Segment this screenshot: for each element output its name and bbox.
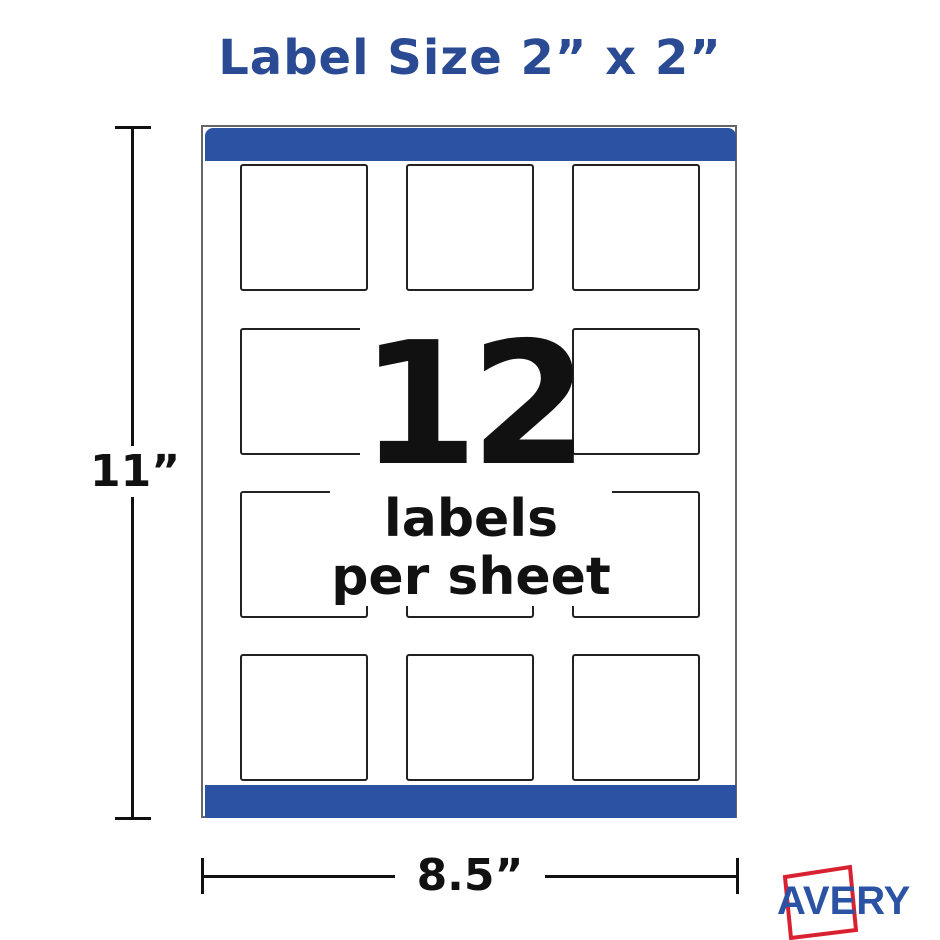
logo-text: AVERY: [777, 879, 911, 923]
top-band: [205, 128, 736, 161]
label-r1c3: [572, 164, 700, 291]
caption-line-2: per sheet: [331, 547, 611, 607]
logo-frame-icon: [782, 864, 859, 940]
bottom-band: [205, 785, 736, 818]
caption-line-1: labels: [383, 489, 559, 549]
height-label: 11”: [90, 446, 181, 497]
height-tick-top: [115, 126, 151, 129]
title: Label Size 2” x 2”: [218, 30, 722, 86]
label-r1c1: [240, 164, 368, 291]
label-r2c1: [240, 328, 368, 455]
label-r4c3: [572, 654, 700, 781]
label-r4c1: [240, 654, 368, 781]
avery-logo: AVERY: [777, 864, 911, 940]
width-tick-left: [201, 858, 204, 894]
count-caption: labels per sheet: [330, 490, 612, 606]
label-r2c3: [572, 328, 700, 455]
width-label: 8.5”: [395, 850, 545, 901]
label-count: 12: [360, 306, 589, 504]
label-r1c2: [406, 164, 534, 291]
height-tick-bottom: [115, 817, 151, 820]
width-tick-right: [736, 858, 739, 894]
label-r4c2: [406, 654, 534, 781]
